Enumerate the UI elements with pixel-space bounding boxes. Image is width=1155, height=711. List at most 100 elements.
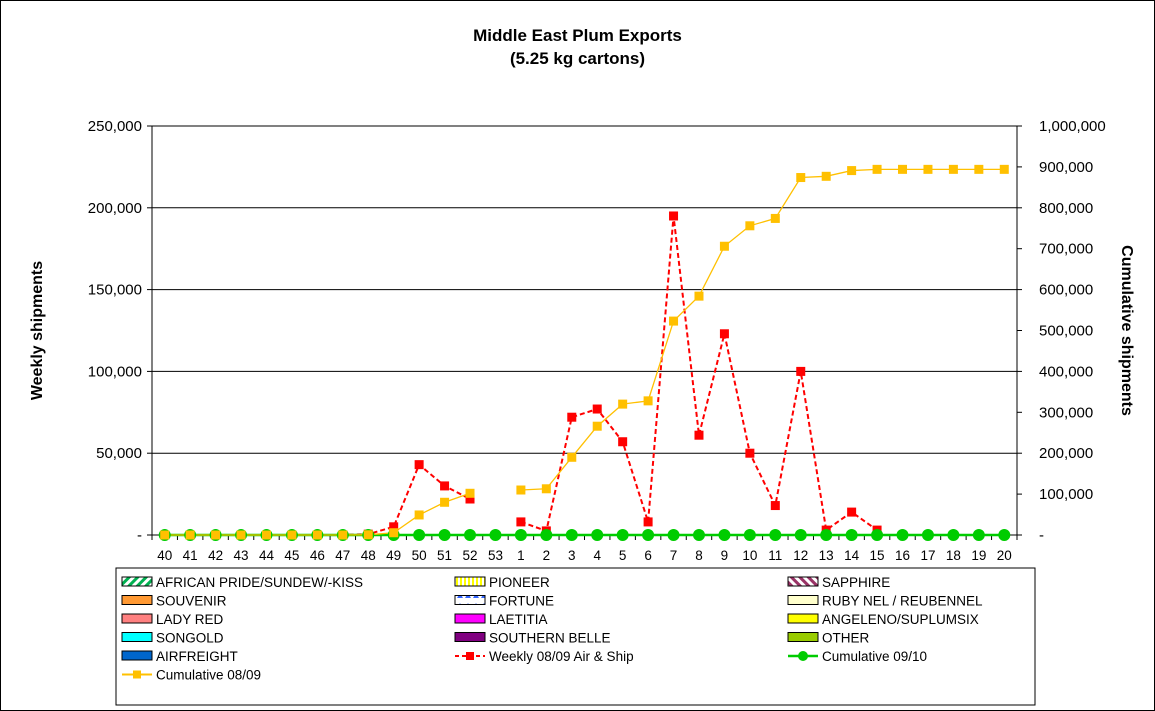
x-tick-label: 40	[157, 548, 172, 563]
x-tick-label: 18	[946, 548, 961, 563]
data-point	[389, 528, 399, 538]
data-point	[821, 171, 831, 181]
legend-marker	[798, 651, 808, 661]
legend-swatch	[787, 632, 819, 642]
x-tick-label: 8	[695, 548, 703, 563]
plot-area	[151, 125, 1018, 536]
data-point	[567, 412, 577, 422]
data-point	[871, 529, 884, 541]
x-tick-label: 53	[488, 548, 503, 563]
x-tick-label: 2	[543, 548, 551, 563]
data-point	[974, 164, 984, 174]
x-tick-label: 13	[819, 548, 834, 563]
data-point	[692, 529, 705, 541]
data-point	[516, 517, 526, 527]
y2-tick-label: 300,000	[1039, 404, 1093, 421]
x-tick-label: 11	[768, 548, 782, 563]
data-point	[948, 164, 958, 174]
legend-swatch	[121, 632, 153, 642]
legend-label: AIRFREIGHT	[156, 649, 238, 664]
data-point	[719, 329, 729, 339]
legend-label: Cumulative 09/10	[822, 649, 927, 664]
data-point	[947, 529, 960, 541]
x-tick-label: 41	[183, 548, 198, 563]
y2-axis-label: Cumulative shipments	[1118, 245, 1135, 416]
data-point	[312, 530, 322, 540]
legend-swatch	[454, 595, 486, 605]
data-point	[616, 529, 629, 541]
y2-tick-label: -	[1039, 527, 1044, 544]
data-point	[438, 529, 451, 541]
data-point	[338, 530, 348, 540]
legend-label: RUBY NEL / REUBENNEL	[822, 594, 983, 609]
data-point	[719, 241, 729, 251]
x-tick-label: 48	[361, 548, 376, 563]
legend-label: SONGOLD	[156, 631, 224, 646]
data-point	[847, 166, 857, 176]
data-point	[796, 173, 806, 183]
legend-swatch	[121, 650, 153, 661]
data-point	[923, 164, 933, 174]
x-tick-label: 15	[870, 548, 885, 563]
x-tick-label: 19	[971, 548, 986, 563]
series-line	[520, 168, 1005, 491]
x-tick-label: 47	[335, 548, 350, 563]
data-point	[743, 529, 756, 541]
y-tick-label: 200,000	[88, 200, 142, 217]
y-tick-label: 50,000	[96, 445, 142, 462]
legend-label: FORTUNE	[489, 594, 554, 609]
data-point	[363, 530, 373, 540]
legend-marker	[133, 670, 141, 679]
data-point	[872, 164, 882, 174]
series-line	[164, 463, 471, 536]
x-tick-label: 4	[593, 548, 601, 563]
data-point	[820, 529, 833, 541]
x-tick-label: 43	[234, 548, 249, 563]
data-point	[845, 529, 858, 541]
data-point	[770, 501, 780, 511]
x-tick-label: 17	[920, 548, 935, 563]
data-point	[794, 529, 807, 541]
y2-tick-label: 400,000	[1039, 363, 1093, 380]
legend-marker	[466, 652, 474, 660]
data-point	[796, 366, 806, 376]
y-axis-label: Weekly shipments	[29, 261, 46, 400]
x-tick-label: 7	[670, 548, 678, 563]
data-point	[694, 291, 704, 301]
x-tick-label: 44	[259, 548, 275, 563]
data-point	[236, 530, 246, 540]
x-tick-label: 46	[310, 548, 325, 563]
y-tick-label: -	[137, 527, 142, 544]
x-tick-label: 14	[844, 548, 860, 563]
x-tick-label: 50	[412, 548, 427, 563]
data-point	[896, 529, 909, 541]
x-tick-label: 52	[462, 548, 477, 563]
legend-swatch	[121, 613, 153, 624]
data-point	[618, 399, 628, 409]
data-point	[540, 529, 553, 541]
legend-label: OTHER	[822, 631, 870, 646]
x-tick-label: 12	[793, 548, 808, 563]
x-tick-label: 3	[568, 548, 576, 563]
y2-tick-label: 900,000	[1039, 159, 1093, 176]
data-point	[745, 448, 755, 458]
data-point	[669, 211, 679, 221]
x-tick-label: 9	[721, 548, 729, 563]
data-point	[972, 529, 985, 541]
legend-label: SAPPHIRE	[822, 575, 890, 590]
data-point	[643, 396, 653, 406]
data-point	[745, 221, 755, 231]
legend-swatch	[454, 613, 486, 624]
y2-tick-label: 1,000,000	[1039, 118, 1106, 135]
legend-swatch	[454, 576, 486, 587]
legend-label: PIONEER	[489, 575, 550, 590]
x-tick-label: 16	[895, 548, 910, 563]
data-point	[618, 437, 628, 447]
legend-label: AFRICAN PRIDE/SUNDEW/-KISS	[156, 575, 363, 590]
legend-label: SOUTHERN BELLE	[489, 631, 611, 646]
data-point	[643, 517, 653, 527]
data-point	[440, 481, 450, 491]
x-tick-label: 6	[644, 548, 652, 563]
data-point	[669, 316, 679, 326]
